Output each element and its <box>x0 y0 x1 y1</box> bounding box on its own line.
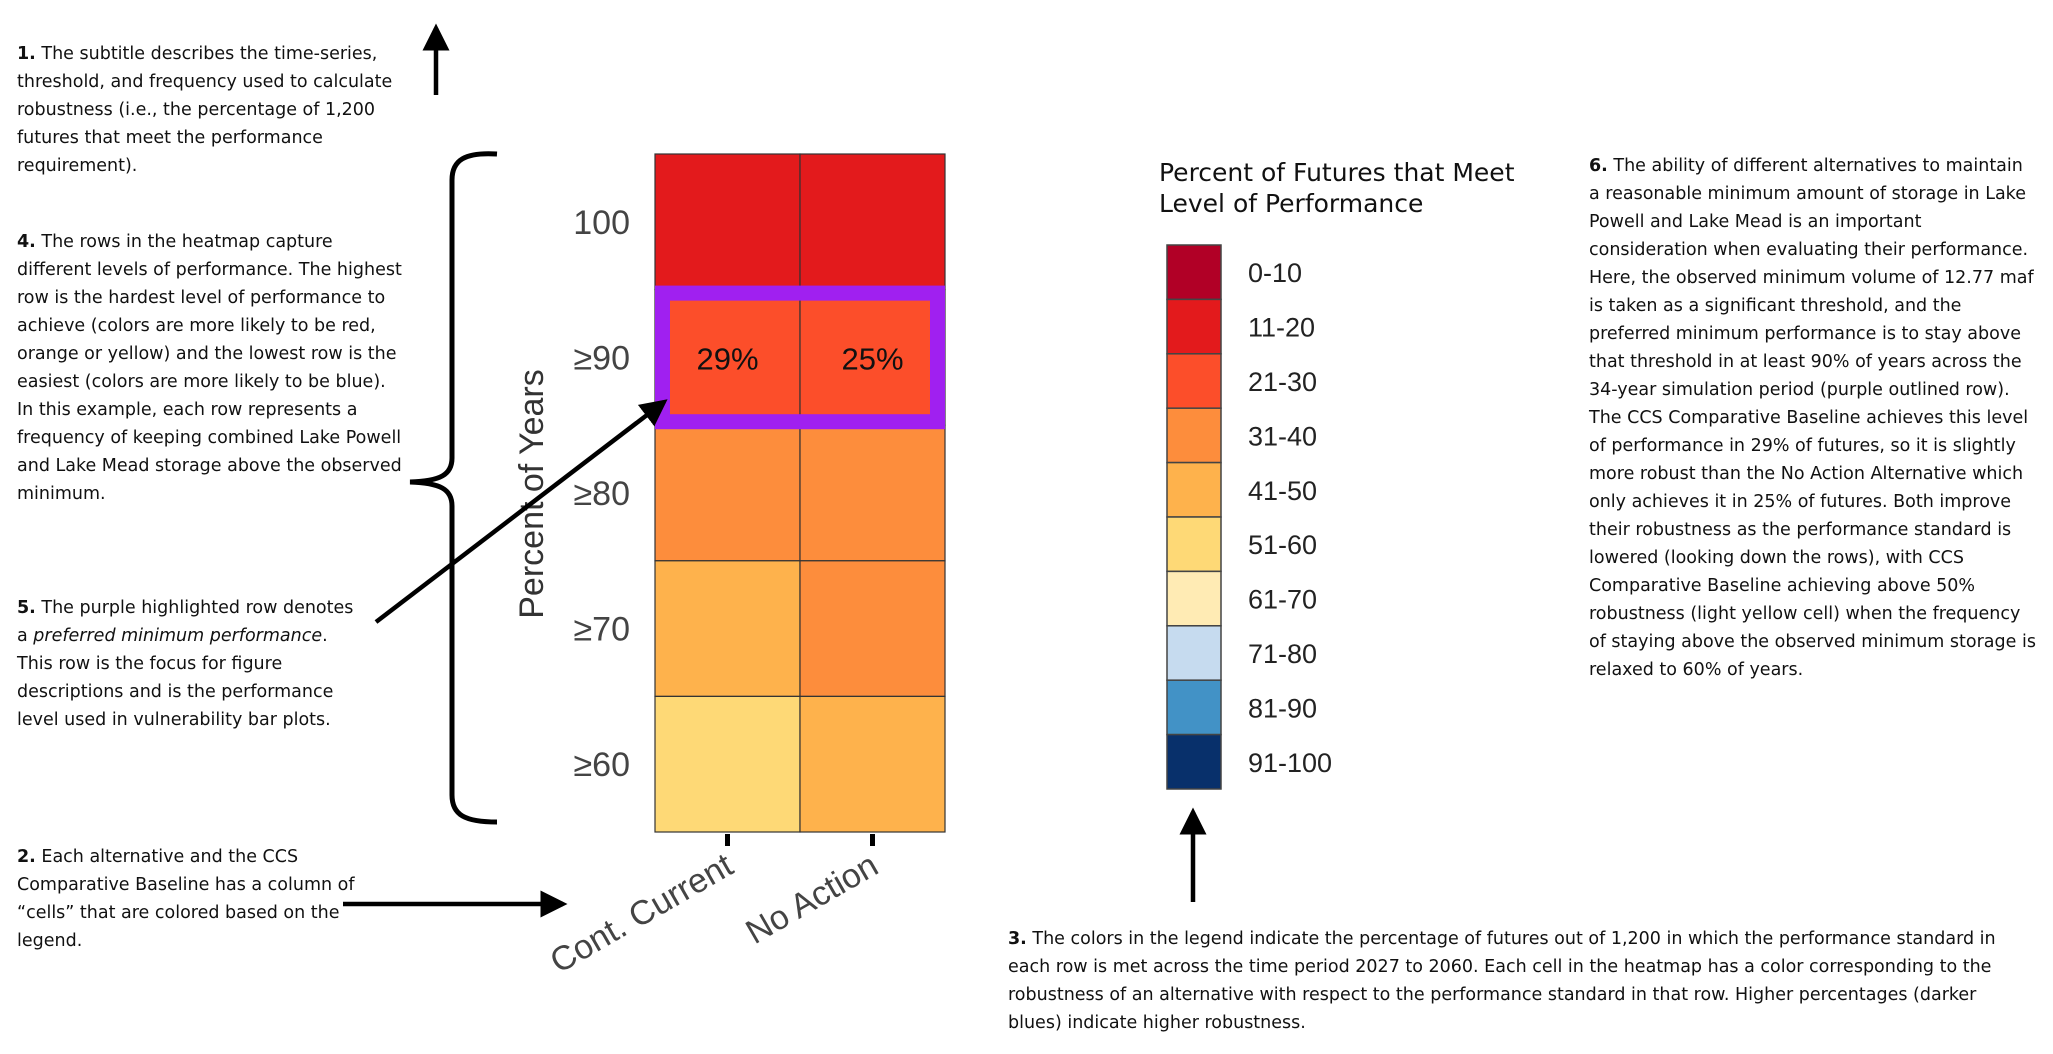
heatmap-cell <box>654 289 801 426</box>
heatmap-cell <box>654 424 801 562</box>
heatmap-cell <box>654 560 801 697</box>
note-5: 5. The purple highlighted row denotes a … <box>17 598 354 730</box>
legend-label: 61-70 <box>1248 585 1317 615</box>
y-tick-label: ≥90 <box>574 339 630 377</box>
legend-label: 71-80 <box>1248 639 1317 669</box>
cell-label: 29% <box>696 341 758 376</box>
legend-colorbar: 0-10 11-20 21-30 31-40 41-50 51-60 61-70 71-80 8… <box>1166 244 1332 790</box>
note-1: 1. The subtitle describes the time-serie… <box>17 44 393 176</box>
heatmap-cell <box>799 560 946 697</box>
legend-label: 91-100 <box>1248 748 1332 778</box>
legend-swatch <box>1166 298 1222 355</box>
legend-swatch <box>1166 625 1222 681</box>
heatmap-cell <box>799 153 946 291</box>
note-4: 4. The rows in the heatmap capture diffe… <box>17 232 402 504</box>
note-3: 3. The colors in the legend indicate the… <box>1008 929 1996 1033</box>
y-tick-label: ≥80 <box>574 475 630 513</box>
legend-label: 11-20 <box>1248 313 1315 343</box>
y-tick-labels: 100 ≥90 ≥80 ≥70 ≥60 <box>573 204 630 784</box>
legend-swatch <box>1166 244 1222 301</box>
legend-swatch <box>1166 516 1222 573</box>
legend-swatch <box>1166 679 1222 736</box>
legend-label: 51-60 <box>1248 530 1317 560</box>
legend-label: 0-10 <box>1248 258 1302 288</box>
legend-label: 31-40 <box>1248 421 1317 451</box>
cell-label: 25% <box>841 341 903 376</box>
heatmap-cell <box>654 695 801 833</box>
legend-label: 21-30 <box>1248 367 1317 397</box>
note-2: 2. Each alternative and the CCS Comparat… <box>17 847 355 951</box>
heatmap-cell <box>799 695 946 833</box>
x-tick-label: Cont. Current <box>544 846 740 981</box>
legend-swatch <box>1166 353 1222 409</box>
heatmap-cell <box>654 153 801 291</box>
legend-swatch <box>1166 733 1222 790</box>
highlighted-row-outline: 29% 25% <box>655 285 945 430</box>
legend-label: 41-50 <box>1248 476 1317 506</box>
arrow-diagonal-icon <box>374 399 668 624</box>
legend-swatch <box>1166 570 1222 627</box>
y-tick-label: 100 <box>573 204 630 242</box>
heatmap-cell <box>799 424 946 562</box>
note-6: 6. The ability of different alternatives… <box>1589 156 2036 680</box>
brace-icon <box>409 151 498 825</box>
y-tick-label: ≥60 <box>574 746 630 784</box>
y-tick-label: ≥70 <box>574 611 630 649</box>
x-tick-label: No Action <box>739 846 884 952</box>
legend-swatch <box>1166 461 1222 518</box>
highlight-rect <box>655 285 945 430</box>
heatmap-cells <box>654 153 946 833</box>
legend-title: Percent of Futures that Meet Level of Pe… <box>1159 158 1515 218</box>
x-tick-labels: Cont. Current No Action <box>544 834 885 981</box>
legend-label: 81-90 <box>1248 693 1317 723</box>
legend-swatch <box>1166 407 1222 464</box>
